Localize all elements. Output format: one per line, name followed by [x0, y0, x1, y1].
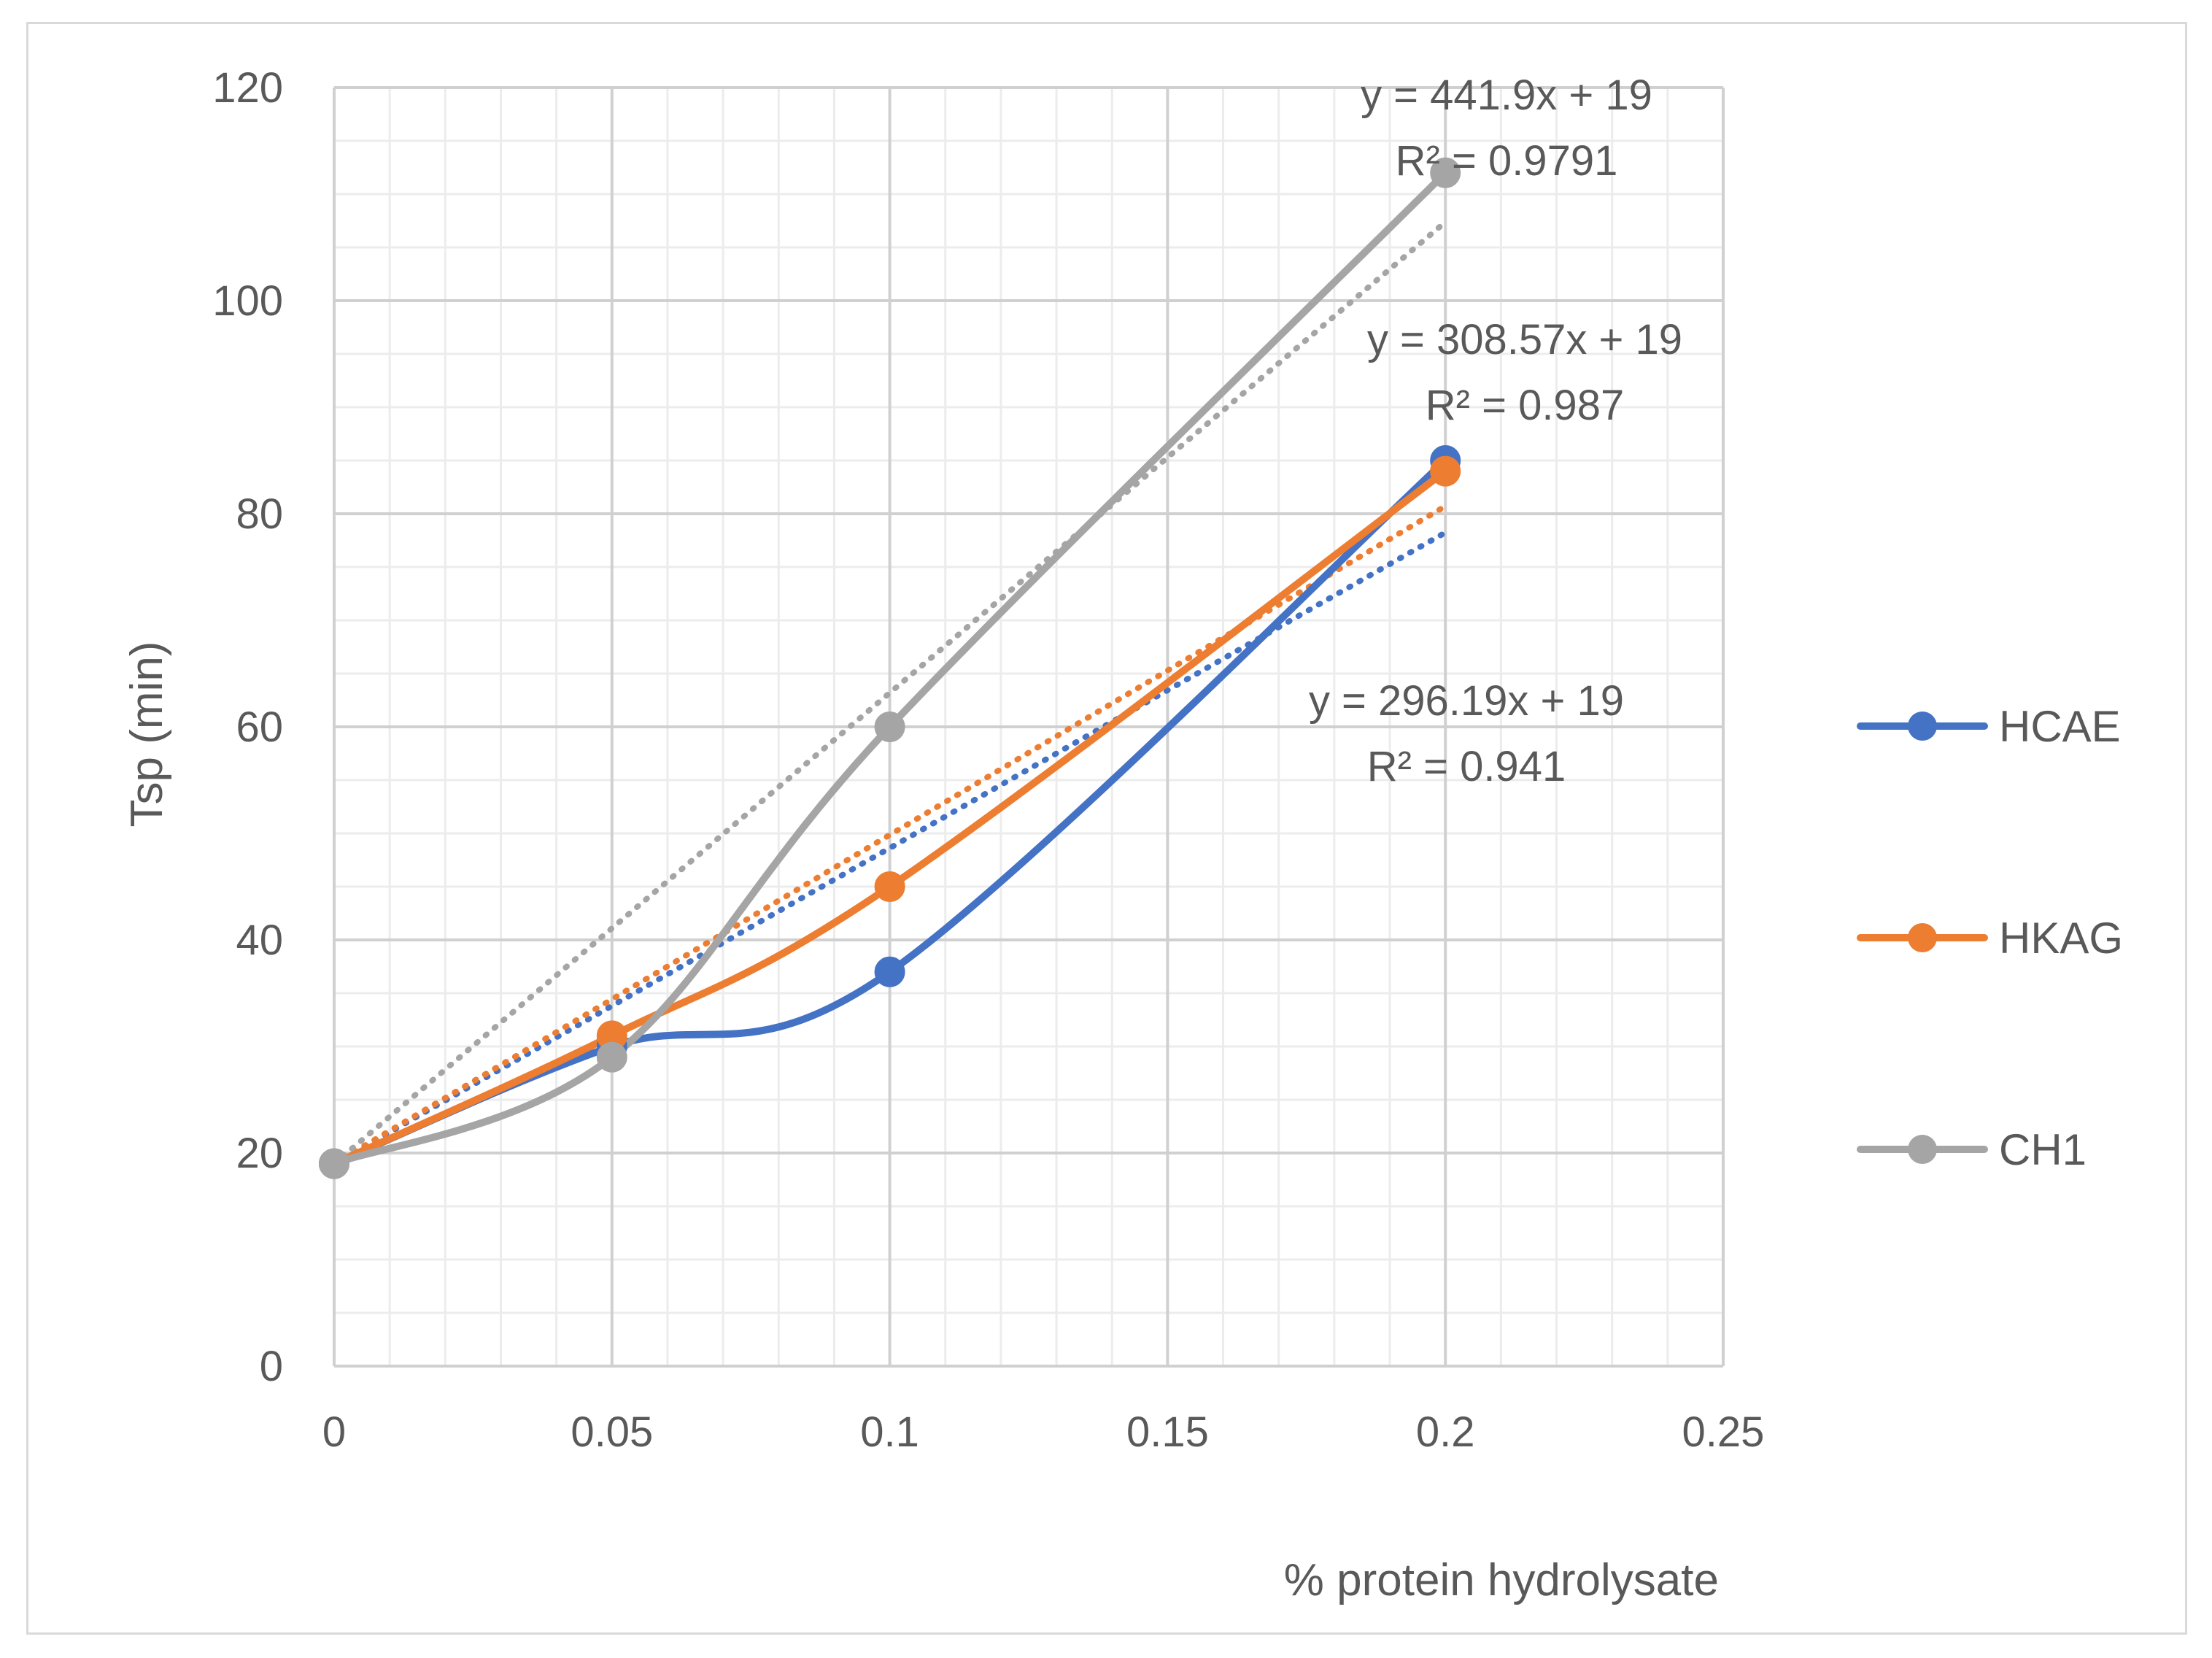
- data-markers: [319, 157, 1461, 1179]
- x-tick-label: 0.1: [860, 1408, 919, 1456]
- trendline-ch1: [331, 219, 1449, 1167]
- y-tick-label: 40: [236, 917, 283, 964]
- x-axis-title: % protein hydrolysate: [1284, 1555, 1719, 1605]
- legend-label: HKAG: [1999, 914, 2123, 963]
- y-tick-label: 120: [212, 64, 283, 112]
- trendline-annotations: y = 296.19x + 19 R² = 0.941 y = 308.57x + …: [1309, 72, 1682, 790]
- legend-swatch-marker: [1908, 923, 1937, 952]
- data-point-ch1: [596, 1041, 627, 1073]
- y-tick-label: 0: [260, 1343, 283, 1390]
- series-line-ch1: [330, 169, 1450, 1168]
- data-point-ch1: [1430, 157, 1461, 188]
- legend-swatch-marker: [1908, 712, 1937, 741]
- trendline-r-squared: R² = 0.941: [1367, 743, 1566, 790]
- trendline-equation: y = 296.19x + 19: [1309, 677, 1624, 725]
- y-tick-label: 20: [236, 1130, 283, 1177]
- trendline-equation: y = 308.57x + 19: [1367, 316, 1682, 363]
- legend-swatch-marker: [1908, 1135, 1937, 1164]
- data-point-ch1: [874, 712, 905, 742]
- legend-label: HCAE: [1999, 702, 2121, 751]
- x-tick-label: 0: [322, 1408, 346, 1456]
- x-tick-label: 0.15: [1126, 1408, 1209, 1456]
- series-lines: [330, 169, 1450, 1168]
- trendline-r-squared: R² = 0.987: [1426, 382, 1624, 429]
- trendline-equation: y = 441.9x + 19: [1361, 72, 1652, 119]
- y-tick-label: 60: [236, 703, 283, 751]
- data-point-hkag: [874, 871, 905, 902]
- legend-label: CH1: [1999, 1125, 2087, 1174]
- data-point-hkag: [1430, 455, 1461, 487]
- y-axis-title: Tsp (min): [122, 641, 172, 828]
- y-tick-label: 100: [212, 277, 283, 325]
- series-line-hkag: [330, 467, 1450, 1168]
- grid: [333, 86, 1725, 1368]
- x-tick-label: 0.25: [1682, 1408, 1765, 1456]
- x-tick-label: 0.05: [571, 1408, 653, 1456]
- legend-item-ch1: CH1: [1857, 1125, 2087, 1174]
- y-tick-label: 80: [236, 490, 283, 538]
- data-point-hcae: [874, 956, 905, 987]
- trendline-r-squared: R² = 0.9791: [1396, 137, 1618, 185]
- data-point-ch1: [319, 1148, 349, 1179]
- tick-labels: 0 0.05 0.1 0.15 0.2 0.25 0 20 40 60 80 100 120: [212, 64, 1764, 1456]
- legend-item-hcae: HCAE: [1857, 702, 2121, 751]
- x-tick-label: 0.2: [1416, 1408, 1475, 1456]
- legend: HCAE HKAG CH1: [1857, 702, 2123, 1174]
- legend-item-hkag: HKAG: [1857, 914, 2123, 963]
